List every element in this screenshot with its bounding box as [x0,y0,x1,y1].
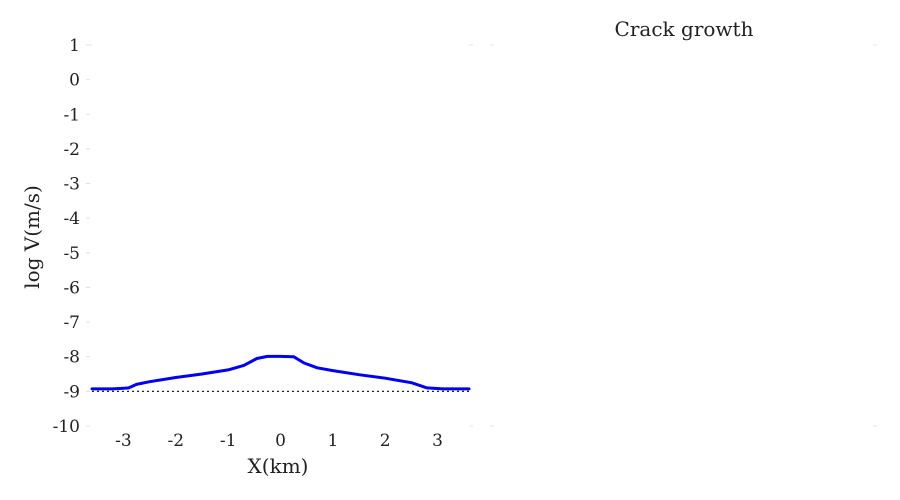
velocity-series-line [90,354,471,391]
y-tick-label: 1 [69,36,80,56]
x-tick-labels: -3 -2 -1 0 1 2 3 [115,431,443,451]
x-tick-label: 0 [275,431,286,451]
y-tick-label: -4 [63,209,80,229]
y-tick-label: -2 [63,140,80,160]
y-tick-labels: 1 0 -1 -2 -3 -4 -5 -6 -7 -8 -9 -10 [53,36,90,437]
y-tick-label: -1 [63,105,80,125]
x-tick-label: 3 [432,431,443,451]
y-tick-label: -8 [63,348,80,368]
panel-title: Crack growth [615,17,754,41]
y-tick-label: -5 [63,244,80,264]
y-tick-label: -3 [63,175,80,195]
series-layer [90,354,471,393]
y-tick-label: -6 [63,278,80,298]
y-tick-label: -9 [63,382,80,402]
y-tick-label: 0 [69,71,80,91]
crack-growth-plot: Crack growth [490,17,877,427]
x-tick-label: 1 [327,431,338,451]
x-tick-label: -3 [115,431,132,451]
x-tick-label: -1 [220,431,237,451]
x-tick-label: 2 [380,431,391,451]
x-tick-label: -2 [167,431,184,451]
y-axis-label: log V(m/s) [20,185,44,289]
y-tick-label: -10 [53,417,80,437]
velocity-plot: 10-1-2-3-4-5-6-7-8-9-10 -3 -2 -1 0 1 2 3 X(km)… [20,36,473,478]
x-axis-label: X(km) [248,454,309,478]
y-tick-label: -7 [63,313,80,333]
